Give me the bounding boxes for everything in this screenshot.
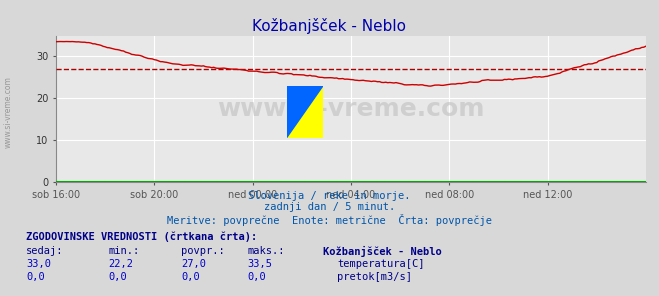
Polygon shape — [287, 86, 323, 138]
Text: 0,0: 0,0 — [247, 272, 266, 282]
Text: Meritve: povprečne  Enote: metrične  Črta: povprečje: Meritve: povprečne Enote: metrične Črta:… — [167, 214, 492, 226]
Text: povpr.:: povpr.: — [181, 246, 225, 256]
Text: sedaj:: sedaj: — [26, 246, 64, 256]
Text: Kožbanjšček - Neblo: Kožbanjšček - Neblo — [323, 246, 442, 257]
Text: 27,0: 27,0 — [181, 259, 206, 269]
Text: 33,0: 33,0 — [26, 259, 51, 269]
Text: 0,0: 0,0 — [109, 272, 127, 282]
Text: www.si-vreme.com: www.si-vreme.com — [4, 77, 13, 148]
Text: 22,2: 22,2 — [109, 259, 134, 269]
Text: 33,5: 33,5 — [247, 259, 272, 269]
Text: 0,0: 0,0 — [181, 272, 200, 282]
Text: ZGODOVINSKE VREDNOSTI (črtkana črta):: ZGODOVINSKE VREDNOSTI (črtkana črta): — [26, 231, 258, 242]
Text: zadnji dan / 5 minut.: zadnji dan / 5 minut. — [264, 202, 395, 212]
Text: temperatura[C]: temperatura[C] — [337, 259, 425, 269]
Text: Slovenija / reke in morje.: Slovenija / reke in morje. — [248, 191, 411, 201]
Text: Kožbanjšček - Neblo: Kožbanjšček - Neblo — [252, 18, 407, 34]
Text: 0,0: 0,0 — [26, 272, 45, 282]
Text: pretok[m3/s]: pretok[m3/s] — [337, 272, 413, 282]
Text: www.si-vreme.com: www.si-vreme.com — [217, 97, 484, 121]
Text: maks.:: maks.: — [247, 246, 285, 256]
Text: min.:: min.: — [109, 246, 140, 256]
Polygon shape — [287, 86, 323, 138]
